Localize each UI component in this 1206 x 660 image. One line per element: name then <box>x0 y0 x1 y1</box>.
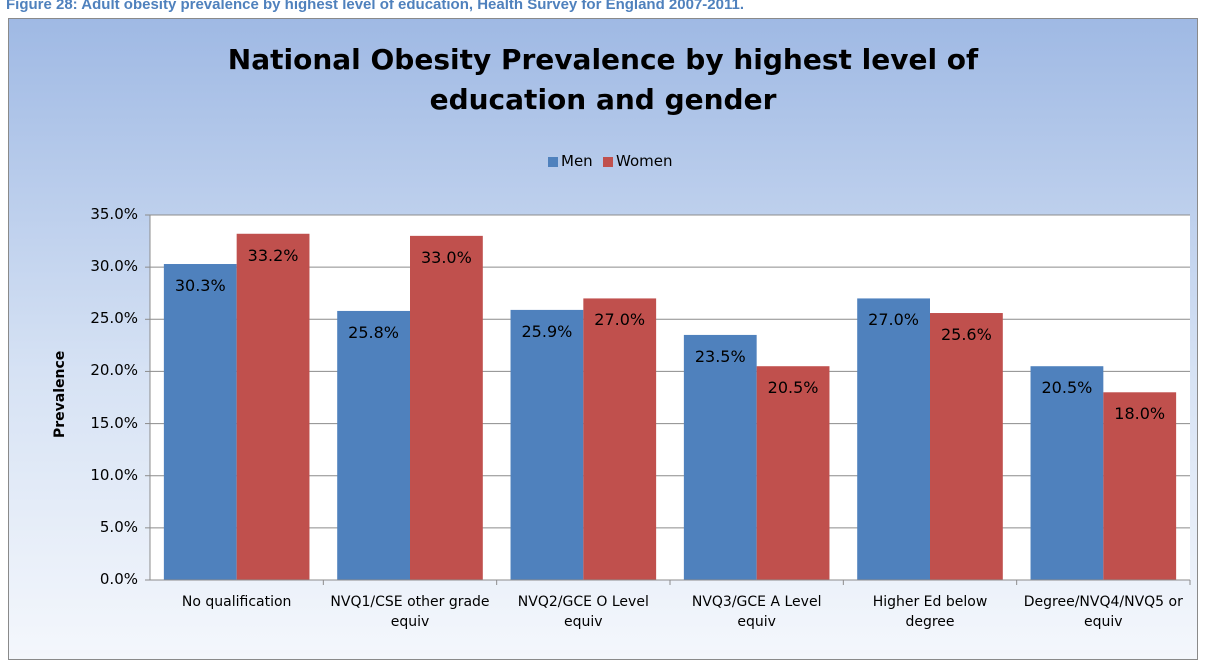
y-tick-label: 5.0% <box>99 517 138 536</box>
x-tick-label: NVQ2/GCE O Level equiv <box>517 594 649 630</box>
bar <box>510 309 584 580</box>
data-label: 33.2% <box>247 245 299 265</box>
bar <box>756 366 830 580</box>
data-label: 25.9% <box>521 321 573 341</box>
chart-title: National Obesity Prevalence by highest l… <box>227 43 979 116</box>
bar <box>1030 366 1104 580</box>
bar <box>583 298 657 580</box>
bar <box>1103 392 1177 580</box>
data-label: 20.5% <box>767 378 819 398</box>
data-label: 25.8% <box>348 322 399 342</box>
data-label: 18.0% <box>1114 404 1166 424</box>
legend-label: Men <box>561 152 593 170</box>
x-tick-label: Degree/NVQ4/NVQ5 or equiv <box>1023 594 1183 630</box>
bar <box>337 310 410 580</box>
figure-caption: Figure 28: Adult obesity prevalence by h… <box>6 0 744 13</box>
bar <box>683 334 757 580</box>
bar <box>163 264 237 580</box>
legend-label: Women <box>616 152 673 170</box>
x-tick-label: Higher Ed below degree <box>872 594 988 630</box>
x-tick-label: No qualification <box>181 594 292 610</box>
y-tick-label: 30.0% <box>90 257 138 276</box>
data-label: 23.5% <box>694 346 746 366</box>
y-tick-label: 0.0% <box>99 570 138 588</box>
y-tick-label: 15.0% <box>90 413 138 432</box>
data-label: 20.5% <box>1041 378 1093 398</box>
bar <box>857 298 930 580</box>
x-tick-label: NVQ3/GCE A Level equiv <box>691 594 822 630</box>
y-tick-label: 20.0% <box>90 361 138 380</box>
data-label: 25.6% <box>940 325 992 345</box>
y-tick-label: 10.0% <box>90 465 138 484</box>
legend-swatch <box>548 157 558 167</box>
data-label: 33.0% <box>420 247 472 267</box>
bar <box>236 233 310 580</box>
x-tick-label: NVQ1/CSE other grade equiv <box>330 594 490 630</box>
data-label: 27.0% <box>594 310 646 330</box>
data-label: 30.3% <box>174 276 226 295</box>
legend-swatch <box>603 157 613 167</box>
data-label: 27.0% <box>868 310 919 330</box>
plot-area <box>150 215 1190 580</box>
bar <box>930 313 1003 580</box>
y-tick-label: 35.0% <box>90 205 138 223</box>
y-tick-label: 25.0% <box>90 309 138 328</box>
bar <box>410 235 483 580</box>
